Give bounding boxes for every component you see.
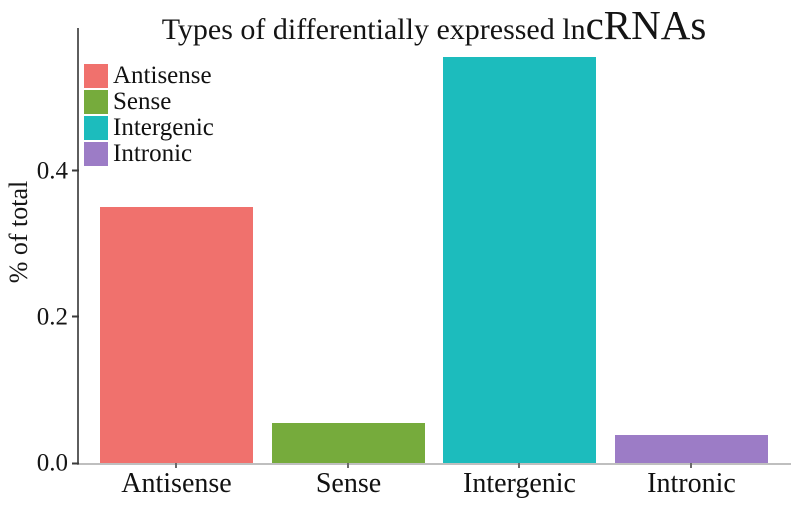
x-tick-mark: [518, 463, 520, 468]
y-tick-1: 0.2: [24, 304, 79, 329]
chart-title-text-large: cRNAs: [585, 2, 707, 48]
legend-row-sense: Sense: [84, 89, 214, 115]
bar-antisense: [100, 207, 253, 463]
bar-sense: [272, 422, 425, 463]
legend-swatch-sense: [84, 90, 108, 114]
x-label-sense: Sense: [315, 468, 382, 499]
legend-swatch-intergenic: [84, 116, 108, 140]
legend-row-intronic: Intronic: [84, 141, 214, 167]
x-tick-mark: [175, 463, 177, 468]
x-label-intronic: Intronic: [647, 468, 736, 499]
x-label-antisense: Antisense: [121, 468, 232, 499]
legend-label-sense: Sense: [113, 88, 172, 115]
plot-area: 0.0 0.2 0.4 Antisense Sense Intergenic I…: [37, 28, 791, 498]
y-tick-label: 0.0: [36, 449, 68, 477]
chart-title-text: Types of differentially expressed ln: [161, 13, 586, 46]
legend: Antisense Sense Intergenic Intronic: [84, 63, 214, 167]
legend-row-intergenic: Intergenic: [84, 115, 214, 141]
x-label-intergenic: Intergenic: [463, 468, 576, 499]
legend-label-intergenic: Intergenic: [113, 114, 214, 141]
chart-title: Types of differentially expressed lncRNA…: [77, 1, 791, 49]
legend-label-intronic: Intronic: [113, 140, 193, 167]
bar-intergenic: [443, 57, 596, 463]
x-tick-mark: [347, 463, 349, 468]
bar-intronic: [615, 435, 768, 463]
y-tick-2: 0.4: [24, 158, 79, 183]
y-tick-mark: [72, 462, 79, 464]
y-tick-label: 0.2: [36, 303, 68, 331]
y-tick-mark: [72, 169, 79, 172]
y-tick-0: 0.0: [24, 451, 79, 476]
legend-row-antisense: Antisense: [84, 63, 214, 89]
y-axis-label: % of total: [4, 180, 33, 284]
legend-swatch-antisense: [84, 64, 108, 88]
x-tick-mark: [690, 463, 692, 468]
y-tick-label: 0.4: [36, 157, 68, 185]
y-tick-mark: [72, 315, 79, 318]
legend-swatch-intronic: [84, 142, 108, 166]
legend-label-antisense: Antisense: [113, 62, 212, 89]
